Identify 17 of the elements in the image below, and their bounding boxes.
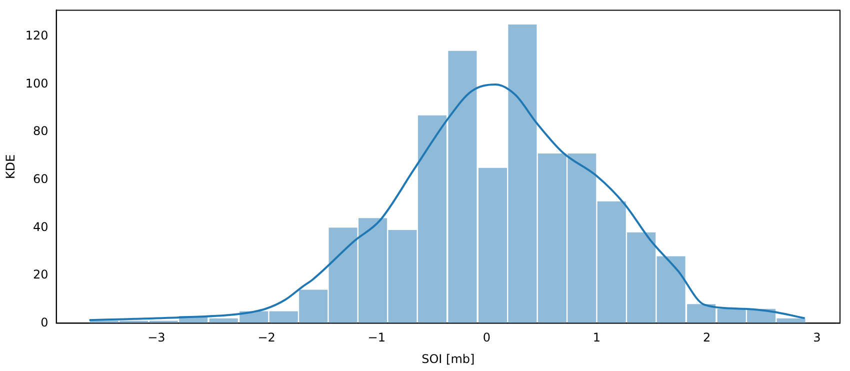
x-tick-label: −2 (258, 330, 276, 345)
y-tick-label: 60 (33, 172, 48, 186)
y-tick-label: 20 (33, 268, 48, 282)
y-tick-label: 40 (33, 220, 48, 234)
x-tick-label: 2 (702, 330, 711, 345)
y-tick-label: 0 (40, 315, 48, 330)
y-axis-title: KDE (3, 154, 18, 180)
x-axis-title: SOI [mb] (422, 352, 475, 366)
line-series (88, 84, 806, 322)
y-tick-label: 80 (33, 124, 48, 138)
y-tick-label: 120 (25, 28, 48, 43)
x-tick-label: −3 (148, 330, 166, 345)
x-tick-label: 3 (813, 330, 821, 345)
x-tick-label: 0 (482, 330, 490, 345)
y-tick-label: 100 (25, 76, 48, 90)
x-tick-label: 1 (592, 330, 601, 345)
x-tick-label: −1 (368, 330, 386, 345)
